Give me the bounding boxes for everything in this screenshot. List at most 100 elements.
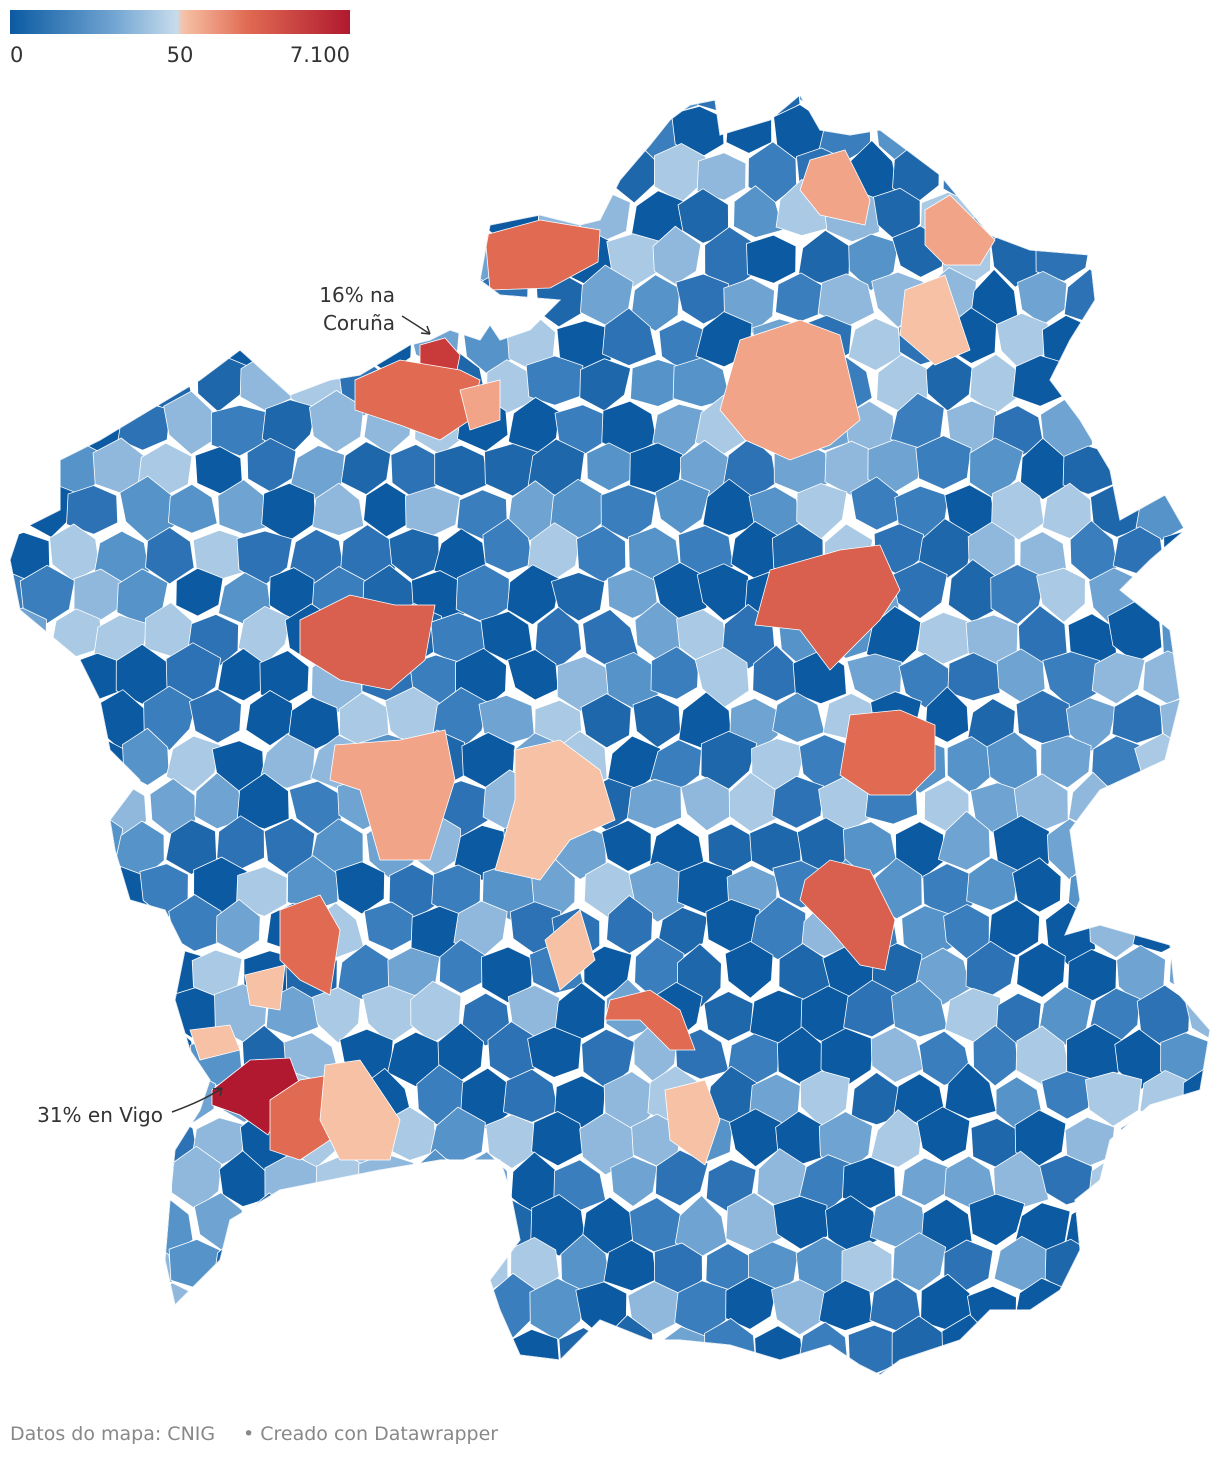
municipality bbox=[314, 1229, 366, 1288]
municipality bbox=[96, 185, 145, 246]
municipality bbox=[747, 1400, 801, 1456]
municipality bbox=[1186, 906, 1210, 957]
municipality bbox=[703, 991, 754, 1042]
municipality bbox=[68, 95, 122, 114]
municipality bbox=[406, 95, 457, 115]
municipality bbox=[725, 101, 773, 154]
municipality bbox=[356, 230, 407, 279]
municipality bbox=[312, 987, 361, 1044]
municipality bbox=[46, 1362, 100, 1375]
municipality bbox=[0, 1446, 48, 1458]
municipality bbox=[919, 1357, 975, 1375]
municipality bbox=[580, 1450, 633, 1458]
municipality bbox=[1095, 1407, 1144, 1458]
annotation-coruna: 16% na Coruña bbox=[319, 283, 431, 335]
municipality bbox=[10, 1231, 27, 1290]
municipality bbox=[10, 104, 55, 155]
municipality-highlight bbox=[664, 1079, 721, 1166]
municipality bbox=[943, 1155, 996, 1208]
municipality bbox=[1164, 351, 1210, 411]
municipality bbox=[1019, 195, 1069, 247]
municipality bbox=[772, 692, 825, 743]
municipality bbox=[1091, 399, 1146, 451]
municipality bbox=[49, 775, 102, 826]
municipality bbox=[335, 1196, 389, 1246]
municipality bbox=[530, 1194, 586, 1257]
municipality bbox=[385, 107, 439, 166]
municipality bbox=[436, 192, 489, 243]
municipality bbox=[119, 149, 166, 207]
municipality bbox=[525, 355, 584, 406]
municipality bbox=[602, 307, 657, 367]
municipality bbox=[1113, 1450, 1167, 1458]
municipality bbox=[90, 1277, 147, 1330]
municipality bbox=[943, 95, 999, 116]
municipality bbox=[22, 649, 77, 707]
arrow-head bbox=[420, 325, 431, 335]
municipality bbox=[1064, 1368, 1116, 1375]
municipality bbox=[1091, 652, 1146, 705]
municipality bbox=[1165, 1358, 1210, 1375]
municipality bbox=[920, 99, 969, 159]
municipality bbox=[10, 942, 52, 999]
municipality bbox=[703, 1402, 754, 1458]
municipality bbox=[165, 819, 218, 875]
municipality bbox=[263, 146, 317, 207]
municipality bbox=[1113, 432, 1170, 491]
municipality bbox=[655, 1149, 709, 1207]
municipality bbox=[1163, 528, 1210, 583]
municipality bbox=[673, 1364, 729, 1375]
municipality bbox=[769, 1363, 826, 1375]
municipality bbox=[988, 899, 1041, 956]
municipality bbox=[235, 1277, 290, 1338]
municipality bbox=[146, 1282, 200, 1335]
municipality bbox=[1187, 151, 1210, 207]
municipality bbox=[1135, 314, 1188, 364]
municipality bbox=[439, 939, 486, 994]
municipality bbox=[262, 314, 315, 372]
municipality bbox=[771, 775, 825, 829]
municipality bbox=[1138, 1406, 1188, 1458]
municipality bbox=[847, 317, 902, 371]
municipality bbox=[870, 1026, 924, 1083]
municipality bbox=[118, 1240, 173, 1292]
municipality bbox=[10, 317, 29, 375]
municipality bbox=[291, 193, 345, 245]
municipality bbox=[70, 988, 122, 1042]
municipality bbox=[558, 1327, 610, 1375]
municipality bbox=[1180, 1241, 1210, 1295]
municipality bbox=[10, 1278, 51, 1340]
municipality bbox=[362, 1319, 415, 1375]
municipality bbox=[24, 313, 79, 372]
municipality bbox=[1038, 986, 1093, 1046]
map-outline bbox=[10, 95, 1210, 1375]
municipality bbox=[96, 279, 145, 335]
municipality bbox=[240, 1360, 291, 1375]
municipality-highlight bbox=[799, 149, 871, 226]
municipality bbox=[10, 699, 56, 750]
municipality bbox=[1188, 813, 1210, 877]
municipality bbox=[67, 232, 121, 286]
municipality bbox=[527, 1026, 582, 1078]
municipality bbox=[10, 401, 23, 458]
municipality bbox=[52, 356, 105, 414]
municipality bbox=[10, 653, 27, 706]
legend-bar bbox=[10, 10, 350, 34]
municipality bbox=[1041, 1071, 1096, 1120]
municipality bbox=[66, 1239, 119, 1299]
municipality bbox=[15, 396, 72, 462]
municipality-highlight bbox=[604, 989, 696, 1051]
municipality bbox=[850, 476, 900, 531]
municipality bbox=[1035, 1321, 1088, 1375]
municipality bbox=[1157, 268, 1210, 325]
municipality bbox=[236, 772, 290, 830]
municipality bbox=[163, 390, 219, 455]
municipality bbox=[26, 984, 77, 1044]
municipality bbox=[1184, 645, 1210, 705]
municipality bbox=[1213, 1359, 1220, 1424]
municipality-highlight bbox=[799, 859, 896, 971]
municipality bbox=[963, 101, 1018, 165]
municipality-highlight bbox=[189, 1024, 241, 1061]
municipality bbox=[10, 150, 24, 200]
municipality bbox=[22, 818, 80, 869]
